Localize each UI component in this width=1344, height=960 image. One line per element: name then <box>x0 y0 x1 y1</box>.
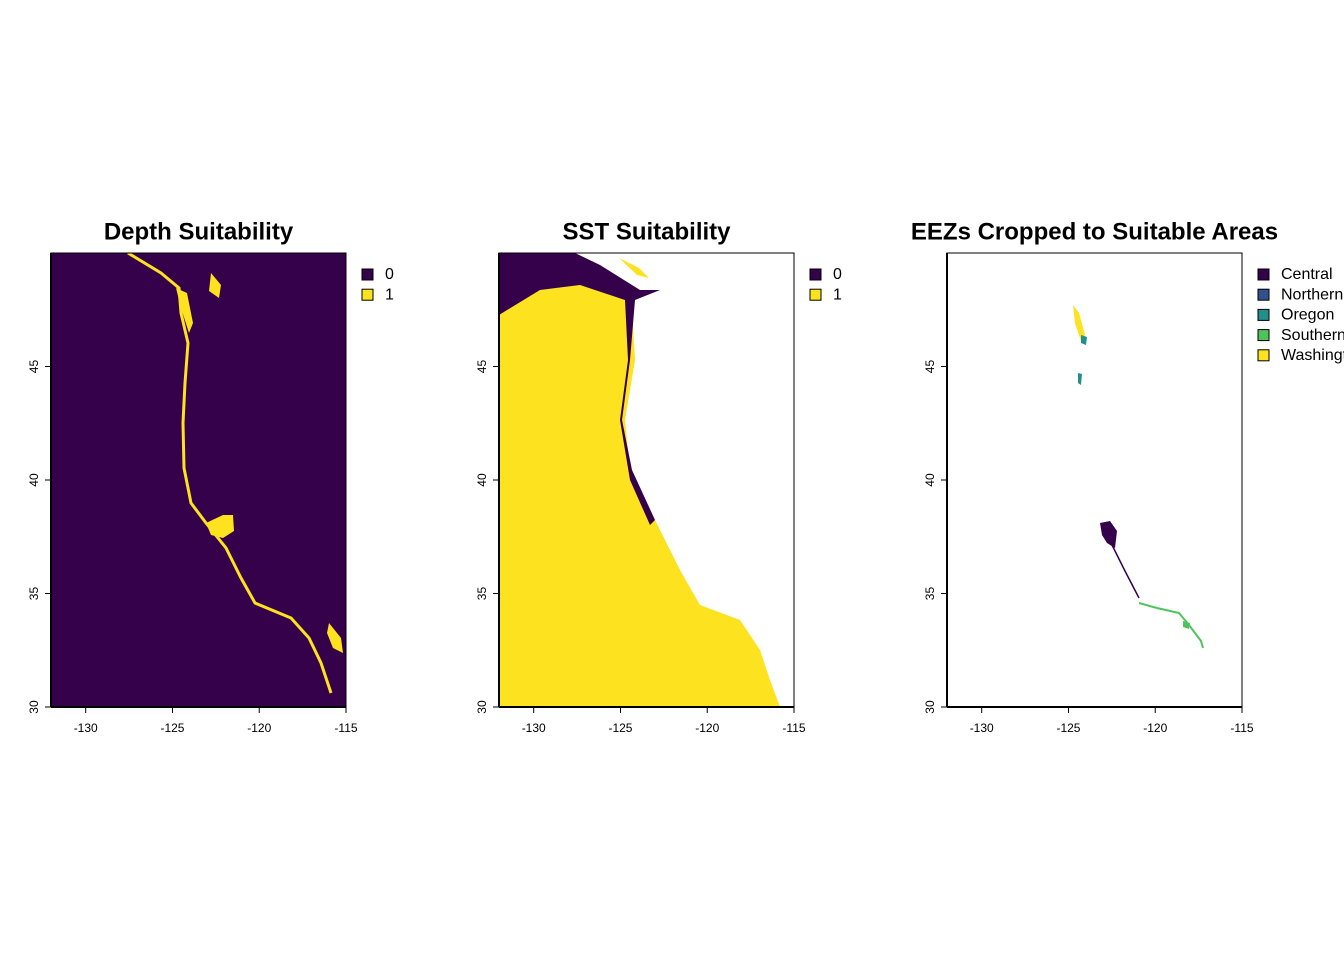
legend-swatch <box>1257 288 1270 301</box>
x-tick-label: -120 <box>695 721 719 735</box>
x-tick-label: -115 <box>1230 721 1253 735</box>
legend-label: 1 <box>385 286 394 303</box>
y-tick-label: 30 <box>475 700 489 714</box>
raster-eez <box>1100 521 1117 548</box>
plot-frame <box>946 252 1243 708</box>
legend-label: Northern <box>1281 286 1343 303</box>
x-tick-label: -130 <box>970 721 994 735</box>
y-tick-label: 40 <box>923 473 937 487</box>
y-tick-label: 30 <box>27 700 41 714</box>
y-tick-label: 45 <box>475 360 489 374</box>
legend-label: 0 <box>385 266 394 283</box>
y-tick-label: 35 <box>923 587 937 601</box>
raster-patch <box>209 273 221 298</box>
legend-label: Oregon <box>1281 307 1334 324</box>
x-tick-label: -125 <box>1056 721 1080 735</box>
raster-eez <box>1073 305 1085 341</box>
raster-eez <box>1138 602 1204 649</box>
legend-label: Southern <box>1281 327 1344 344</box>
legend-label: 0 <box>833 266 842 283</box>
x-tick-label: -130 <box>522 721 546 735</box>
y-tick-label: 45 <box>27 360 41 374</box>
raster-eez <box>1081 335 1087 345</box>
x-tick-label: -125 <box>160 721 184 735</box>
raster-sst <box>499 253 660 525</box>
raster-eez <box>1111 544 1140 599</box>
x-tick-label: -120 <box>1143 721 1167 735</box>
y-tick-label: 40 <box>27 473 41 487</box>
x-tick-label: -115 <box>782 721 805 735</box>
y-tick-label: 35 <box>27 587 41 601</box>
raster-eez <box>1078 373 1082 385</box>
x-tick-label: -130 <box>74 721 98 735</box>
raster-layer <box>51 251 346 707</box>
y-tick-label: 40 <box>475 473 489 487</box>
y-tick-label: 30 <box>923 700 937 714</box>
legend-swatch <box>809 288 822 301</box>
x-tick-label: -120 <box>247 721 271 735</box>
legend-swatch <box>1257 308 1270 321</box>
raster-patch <box>619 258 649 278</box>
map-title: SST Suitability <box>562 218 731 245</box>
legend-swatch <box>361 288 374 301</box>
map-title: EEZs Cropped to Suitable Areas <box>911 218 1278 245</box>
legend-label: 1 <box>833 286 842 303</box>
y-tick-label: 35 <box>475 587 489 601</box>
legend-label: Central <box>1281 266 1333 283</box>
raster-background <box>51 253 346 707</box>
raster-layer <box>1073 305 1204 649</box>
legend-swatch <box>1257 268 1270 281</box>
raster-eez <box>1183 621 1190 629</box>
raster-layer <box>499 253 780 707</box>
raster-patch <box>176 288 193 333</box>
x-tick-label: -125 <box>608 721 632 735</box>
legend-label: Washington <box>1281 347 1344 364</box>
raster-patch <box>327 623 343 653</box>
legend-swatch <box>809 268 822 281</box>
map-title: Depth Suitability <box>104 218 294 245</box>
legend-swatch <box>1257 349 1270 362</box>
raster-patch <box>206 515 234 538</box>
y-tick-label: 45 <box>923 360 937 374</box>
x-tick-label: -115 <box>334 721 357 735</box>
legend-swatch <box>1257 329 1270 342</box>
legend-swatch <box>361 268 374 281</box>
